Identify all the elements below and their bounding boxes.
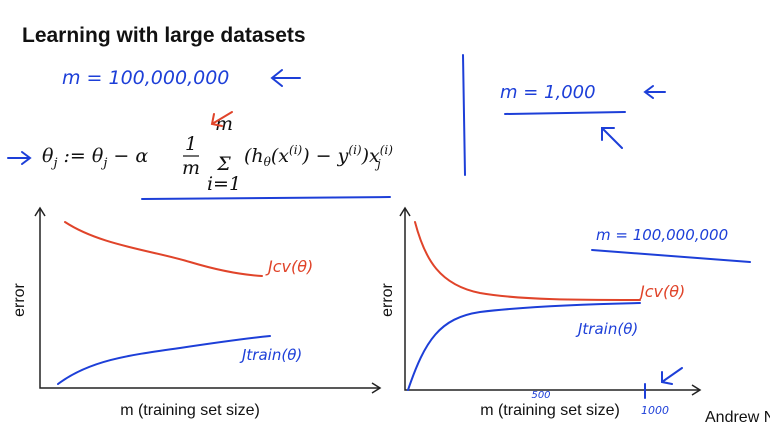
cv-curve [414, 221, 641, 301]
divider [462, 54, 466, 176]
underline [591, 249, 751, 263]
sum-lower: i=1 [207, 173, 241, 195]
arrow [270, 69, 301, 87]
y-label: error [379, 282, 396, 316]
axis-arrows [34, 206, 382, 394]
sigma: Σ [216, 153, 231, 175]
formula-lhs: θj := θj − α [42, 145, 148, 171]
axes [39, 208, 380, 389]
formula-body: (hθ(x(i)) − y(i))x(i) j [244, 143, 393, 171]
fraction-denominator: m [182, 157, 200, 179]
arrow [7, 151, 32, 165]
cv-label: Jcv(θ) [265, 257, 313, 276]
x-label: m (training set size) [120, 402, 260, 419]
annotation: m = 100,000,000 [62, 67, 229, 89]
arrow [601, 127, 623, 149]
cv-curve [64, 221, 263, 277]
y-label: error [11, 282, 28, 316]
slide-title: Learning with large datasets [22, 24, 306, 47]
arrow [210, 111, 233, 127]
x-label: m (training set size) [480, 402, 620, 419]
tick-label: 1000 [641, 404, 669, 417]
train-label: Jtrain(θ) [575, 320, 638, 338]
underline [141, 196, 391, 200]
train-curve [407, 302, 641, 391]
arrow [643, 85, 666, 99]
tick-label: 500 [531, 390, 550, 401]
annotation: m = 100,000,000 [596, 226, 728, 244]
train-curve [57, 335, 271, 385]
underline [504, 111, 626, 115]
train-label: Jtrain(θ) [239, 346, 302, 364]
annotation: m = 1,000 [500, 82, 596, 103]
fraction-numerator: 1 [185, 133, 197, 155]
footer: Andrew Ng [705, 409, 770, 426]
axis-arrows [399, 206, 702, 396]
axes [404, 208, 700, 391]
cv-label: Jcv(θ) [637, 282, 685, 301]
arrow [661, 367, 683, 385]
